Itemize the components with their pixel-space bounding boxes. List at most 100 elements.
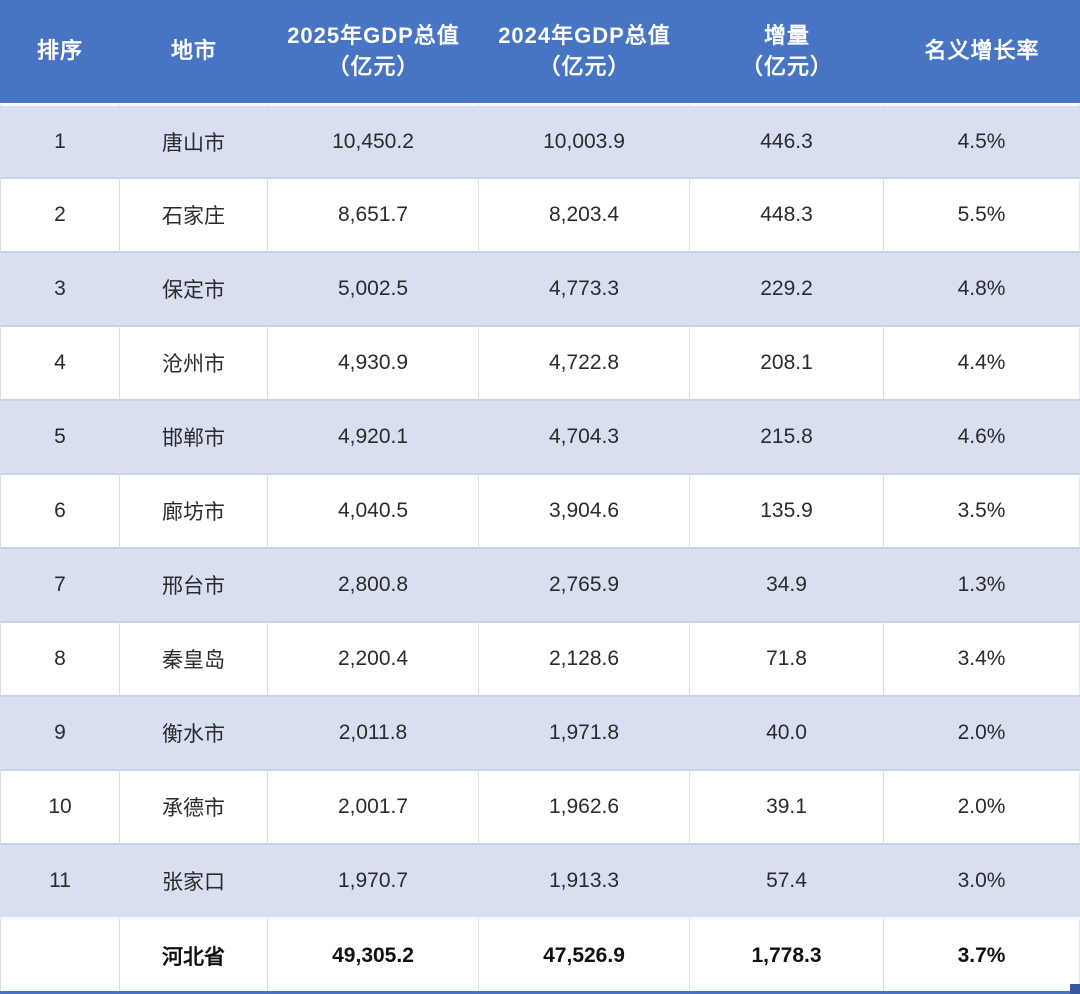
col-header-gdp2024[interactable]: 2024年GDP总值 （亿元） (479, 0, 690, 103)
cell-increment[interactable]: 34.9 (690, 547, 884, 621)
cell-gdp2024[interactable]: 2,128.6 (479, 621, 690, 695)
cell-growth-rate[interactable]: 4.6% (884, 399, 1080, 473)
cell-gdp2025[interactable]: 2,001.7 (268, 769, 479, 843)
cell-city[interactable]: 衡水市 (120, 695, 268, 769)
total-cell-gdp2025[interactable]: 49,305.2 (268, 917, 479, 991)
cell-gdp2025[interactable]: 4,930.9 (268, 325, 479, 399)
total-cell-city[interactable]: 河北省 (120, 917, 268, 991)
cell-increment[interactable]: 448.3 (690, 177, 884, 251)
table-row: 5 邯郸市 4,920.1 4,704.3 215.8 4.6% (0, 399, 1080, 473)
cell-increment[interactable]: 135.9 (690, 473, 884, 547)
cell-growth-rate[interactable]: 3.5% (884, 473, 1080, 547)
cell-rank[interactable]: 11 (0, 843, 120, 917)
cell-city[interactable]: 邢台市 (120, 547, 268, 621)
cell-rank[interactable]: 3 (0, 251, 120, 325)
cell-city[interactable]: 石家庄 (120, 177, 268, 251)
cell-increment[interactable]: 229.2 (690, 251, 884, 325)
table-row: 2 石家庄 8,651.7 8,203.4 448.3 5.5% (0, 177, 1080, 251)
cell-increment[interactable]: 57.4 (690, 843, 884, 917)
cell-increment[interactable]: 208.1 (690, 325, 884, 399)
cell-growth-rate[interactable]: 4.4% (884, 325, 1080, 399)
table-row: 3 保定市 5,002.5 4,773.3 229.2 4.8% (0, 251, 1080, 325)
cell-city[interactable]: 唐山市 (120, 103, 268, 177)
cell-gdp2025[interactable]: 4,920.1 (268, 399, 479, 473)
cell-gdp2024[interactable]: 10,003.9 (479, 103, 690, 177)
cell-growth-rate[interactable]: 5.5% (884, 177, 1080, 251)
cell-increment[interactable]: 446.3 (690, 103, 884, 177)
cell-rank[interactable]: 2 (0, 177, 120, 251)
cell-growth-rate[interactable]: 4.5% (884, 103, 1080, 177)
total-cell-increment[interactable]: 1,778.3 (690, 917, 884, 991)
table-footer: 河北省 49,305.2 47,526.9 1,778.3 3.7% (0, 917, 1080, 991)
cell-city[interactable]: 承德市 (120, 769, 268, 843)
fill-handle[interactable] (1070, 984, 1080, 994)
table-row: 11 张家口 1,970.7 1,913.3 57.4 3.0% (0, 843, 1080, 917)
total-cell-rank[interactable] (0, 917, 120, 991)
cell-growth-rate[interactable]: 2.0% (884, 769, 1080, 843)
col-header-gdp2024-label: 2024年GDP总值 (498, 22, 671, 48)
cell-growth-rate[interactable]: 3.4% (884, 621, 1080, 695)
cell-city[interactable]: 沧州市 (120, 325, 268, 399)
cell-city[interactable]: 张家口 (120, 843, 268, 917)
cell-gdp2025[interactable]: 5,002.5 (268, 251, 479, 325)
col-header-increment-unit: （亿元） (740, 53, 833, 79)
cell-rank[interactable]: 5 (0, 399, 120, 473)
col-header-city[interactable]: 地市 (120, 0, 268, 103)
cell-gdp2024[interactable]: 4,704.3 (479, 399, 690, 473)
col-header-gdp2025-label: 2025年GDP总值 (287, 22, 460, 48)
cell-city[interactable]: 保定市 (120, 251, 268, 325)
cell-gdp2024[interactable]: 3,904.6 (479, 473, 690, 547)
col-header-increment[interactable]: 增量 （亿元） (690, 0, 884, 103)
cell-increment[interactable]: 71.8 (690, 621, 884, 695)
table-row: 8 秦皇岛 2,200.4 2,128.6 71.8 3.4% (0, 621, 1080, 695)
table-row: 1 唐山市 10,450.2 10,003.9 446.3 4.5% (0, 103, 1080, 177)
col-header-city-label: 地市 (170, 38, 217, 64)
col-header-growth-rate-label: 名义增长率 (924, 38, 1040, 64)
table-body: 1 唐山市 10,450.2 10,003.9 446.3 4.5% 2 石家庄… (0, 103, 1080, 917)
table-row: 4 沧州市 4,930.9 4,722.8 208.1 4.4% (0, 325, 1080, 399)
cell-gdp2024[interactable]: 8,203.4 (479, 177, 690, 251)
col-header-rank-label: 排序 (36, 38, 83, 64)
cell-gdp2025[interactable]: 2,800.8 (268, 547, 479, 621)
cell-rank[interactable]: 9 (0, 695, 120, 769)
cell-rank[interactable]: 7 (0, 547, 120, 621)
total-cell-growth-rate[interactable]: 3.7% (884, 917, 1080, 991)
cell-rank[interactable]: 10 (0, 769, 120, 843)
cell-city[interactable]: 邯郸市 (120, 399, 268, 473)
cell-gdp2025[interactable]: 2,011.8 (268, 695, 479, 769)
cell-gdp2024[interactable]: 4,722.8 (479, 325, 690, 399)
cell-increment[interactable]: 40.0 (690, 695, 884, 769)
cell-gdp2024[interactable]: 1,913.3 (479, 843, 690, 917)
cell-growth-rate[interactable]: 3.0% (884, 843, 1080, 917)
col-header-gdp2025-unit: （亿元） (327, 53, 420, 79)
col-header-gdp2025[interactable]: 2025年GDP总值 （亿元） (268, 0, 479, 103)
col-header-growth-rate[interactable]: 名义增长率 (884, 0, 1080, 103)
cell-gdp2024[interactable]: 1,962.6 (479, 769, 690, 843)
cell-rank[interactable]: 8 (0, 621, 120, 695)
cell-rank[interactable]: 4 (0, 325, 120, 399)
table-row: 9 衡水市 2,011.8 1,971.8 40.0 2.0% (0, 695, 1080, 769)
cell-gdp2025[interactable]: 8,651.7 (268, 177, 479, 251)
cell-rank[interactable]: 1 (0, 103, 120, 177)
cell-growth-rate[interactable]: 1.3% (884, 547, 1080, 621)
cell-gdp2025[interactable]: 2,200.4 (268, 621, 479, 695)
cell-city[interactable]: 秦皇岛 (120, 621, 268, 695)
table-row: 7 邢台市 2,800.8 2,765.9 34.9 1.3% (0, 547, 1080, 621)
cell-gdp2025[interactable]: 4,040.5 (268, 473, 479, 547)
cell-growth-rate[interactable]: 2.0% (884, 695, 1080, 769)
table-row: 10 承德市 2,001.7 1,962.6 39.1 2.0% (0, 769, 1080, 843)
cell-gdp2024[interactable]: 4,773.3 (479, 251, 690, 325)
cell-growth-rate[interactable]: 4.8% (884, 251, 1080, 325)
cell-gdp2025[interactable]: 1,970.7 (268, 843, 479, 917)
cell-rank[interactable]: 6 (0, 473, 120, 547)
cell-increment[interactable]: 39.1 (690, 769, 884, 843)
cell-gdp2025[interactable]: 10,450.2 (268, 103, 479, 177)
col-header-rank[interactable]: 排序 (0, 0, 120, 103)
cell-gdp2024[interactable]: 1,971.8 (479, 695, 690, 769)
total-cell-gdp2024[interactable]: 47,526.9 (479, 917, 690, 991)
cell-gdp2024[interactable]: 2,765.9 (479, 547, 690, 621)
cell-city[interactable]: 廊坊市 (120, 473, 268, 547)
cell-increment[interactable]: 215.8 (690, 399, 884, 473)
